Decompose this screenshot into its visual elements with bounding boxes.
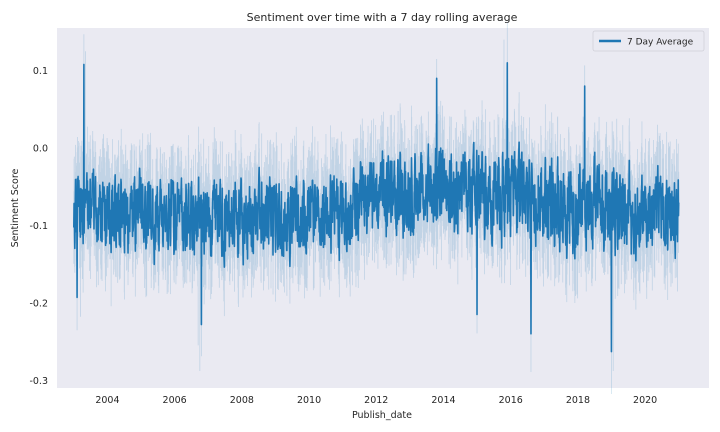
- y-tick-label: 0.1: [33, 66, 48, 77]
- x-tick-label: 2004: [95, 395, 119, 406]
- legend-box: [592, 30, 705, 52]
- chart-title: Sentiment over time with a 7 day rolling…: [247, 11, 518, 24]
- series-line-7-day-average: [73, 62, 680, 353]
- x-tick-label: 2016: [499, 395, 523, 406]
- legend: 7 Day Average: [592, 30, 705, 52]
- x-tick-label: 2018: [566, 395, 590, 406]
- x-axis-ticks: 2004 2006 2008 2010 2012 2014 2016 2018 2020: [95, 395, 657, 406]
- y-tick-label: -0.2: [29, 298, 48, 309]
- y-tick-label: -0.3: [29, 376, 48, 387]
- x-tick-label: 2020: [633, 395, 657, 406]
- x-tick-label: 2012: [364, 395, 388, 406]
- rolling-average-series: [73, 62, 680, 353]
- y-tick-label: -0.1: [29, 221, 48, 232]
- y-axis-ticks: 0.1 0.0 -0.1 -0.2 -0.3: [29, 66, 48, 387]
- y-axis-label: Sentiment Score: [10, 168, 21, 247]
- y-tick-label: 0.0: [33, 144, 48, 155]
- legend-label: 7 Day Average: [627, 38, 694, 48]
- x-tick-label: 2008: [230, 395, 254, 406]
- x-axis-label: Publish_date: [352, 410, 412, 421]
- x-tick-label: 2010: [297, 395, 321, 406]
- x-tick-label: 2006: [163, 395, 187, 406]
- x-tick-label: 2014: [431, 395, 455, 406]
